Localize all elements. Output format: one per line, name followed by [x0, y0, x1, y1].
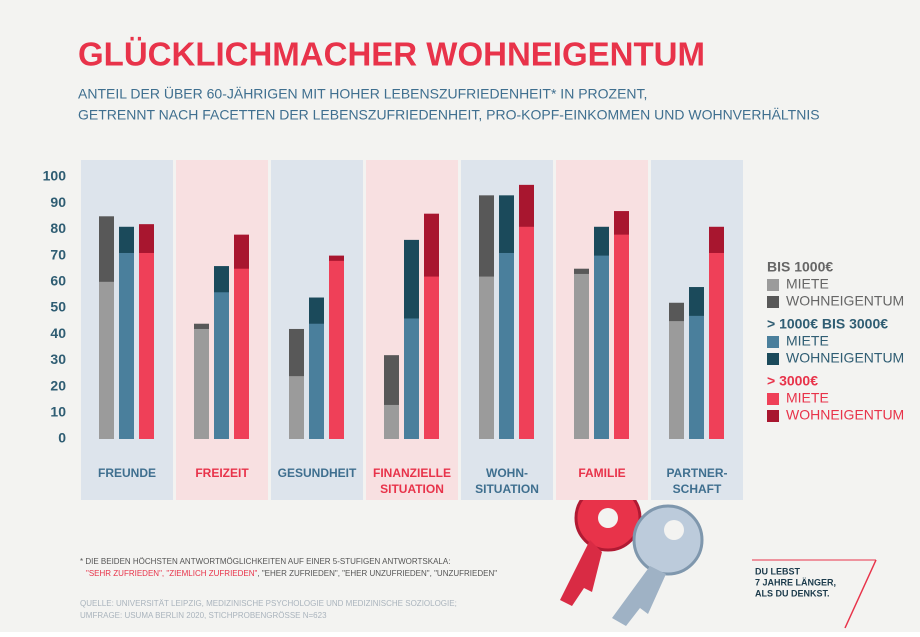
x-tick-label: SITUATION — [380, 482, 444, 496]
bar-rent — [99, 282, 114, 439]
x-tick-label: SITUATION — [475, 482, 539, 496]
bar-rent — [709, 253, 724, 439]
bar-rent — [574, 274, 589, 439]
legend-swatch — [767, 393, 779, 405]
y-tick-label: 50 — [50, 299, 66, 315]
y-tick-label: 70 — [50, 246, 66, 262]
y-tick-label: 40 — [50, 325, 66, 341]
legend-label: WOHNEIGENTUM — [786, 407, 904, 423]
bar-rent — [424, 277, 439, 439]
bar-rent — [234, 269, 249, 439]
x-tick-label: FAMILIE — [578, 466, 625, 480]
y-tick-label: 90 — [50, 194, 66, 210]
footnote: * DIE BEIDEN HÖCHSTEN ANTWORTMÖGLICHKEIT… — [80, 557, 450, 566]
legend-swatch — [767, 353, 779, 365]
bar-rent — [669, 321, 684, 439]
x-tick-label: GESUNDHEIT — [278, 466, 357, 480]
bar-rent — [139, 253, 154, 439]
y-tick-label: 30 — [50, 351, 66, 367]
y-tick-label: 100 — [43, 168, 67, 184]
legend-label: MIETE — [786, 276, 829, 292]
footnote: "SEHR ZUFRIEDEN", "ZIEMLICH ZUFRIEDEN", … — [86, 569, 497, 578]
legend-label: WOHNEIGENTUM — [786, 350, 904, 366]
bar-rent — [384, 405, 399, 439]
bar-rent — [289, 376, 304, 439]
legend-swatch — [767, 279, 779, 291]
bar-rent — [194, 329, 209, 439]
legend-label: WOHNEIGENTUM — [786, 293, 904, 309]
bar-rent — [689, 316, 704, 439]
bar-rent — [214, 292, 229, 439]
bar-rent — [519, 227, 534, 439]
slogan: ALS DU DENKST. — [755, 588, 830, 598]
bar-rent — [594, 256, 609, 439]
y-tick-label: 10 — [50, 404, 66, 420]
legend-label: MIETE — [786, 333, 829, 349]
x-tick-label: SCHAFT — [673, 482, 722, 496]
slogan: 7 JAHRE LÄNGER, — [755, 577, 836, 587]
subtitle: ANTEIL DER ÜBER 60-JÄHRIGEN MIT HOHER LE… — [78, 85, 647, 102]
legend-group: > 3000€ — [767, 373, 818, 389]
footnote-highlight: "SEHR ZUFRIEDEN", "ZIEMLICH ZUFRIEDEN" — [86, 569, 258, 578]
y-tick-label: 60 — [50, 273, 66, 289]
subtitle: GETRENNT NACH FACETTEN DER LEBENSZUFRIED… — [78, 107, 820, 123]
source: UMFRAGE: USUMA BERLIN 2020, STICHPROBENG… — [80, 611, 327, 620]
chart-title: GLÜCKLICHMACHER WOHNEIGENTUM — [78, 36, 705, 73]
slogan: DU LEBST — [755, 566, 801, 576]
bar-rent — [499, 253, 514, 439]
legend-label: MIETE — [786, 390, 829, 406]
bar-rent — [329, 261, 344, 439]
y-tick-label: 0 — [58, 430, 66, 446]
legend-group: > 1000€ BIS 3000€ — [767, 316, 888, 332]
y-tick-label: 80 — [50, 220, 66, 236]
x-tick-label: FREUNDE — [98, 466, 156, 480]
x-tick-label: FREIZEIT — [195, 466, 249, 480]
x-tick-label: FINANZIELLE — [373, 466, 451, 480]
chart: GLÜCKLICHMACHER WOHNEIGENTUM ANTEIL DER … — [0, 0, 920, 632]
bar-rent — [404, 318, 419, 439]
bar-rent — [309, 324, 324, 439]
legend-group: BIS 1000€ — [767, 259, 833, 275]
bar-rent — [119, 253, 134, 439]
source: QUELLE: UNIVERSITÄT LEIPZIG, MEDIZINISCH… — [80, 599, 457, 608]
bar-rent — [614, 235, 629, 439]
legend-swatch — [767, 410, 779, 422]
bar-rent — [479, 277, 494, 439]
legend-swatch — [767, 296, 779, 308]
y-tick-label: 20 — [50, 377, 66, 393]
footnote-rest: , "EHER ZUFRIEDEN", "EHER UNZUFRIEDEN", … — [257, 569, 497, 578]
x-tick-label: WOHN- — [486, 466, 528, 480]
legend-swatch — [767, 336, 779, 348]
x-tick-label: PARTNER- — [666, 466, 727, 480]
